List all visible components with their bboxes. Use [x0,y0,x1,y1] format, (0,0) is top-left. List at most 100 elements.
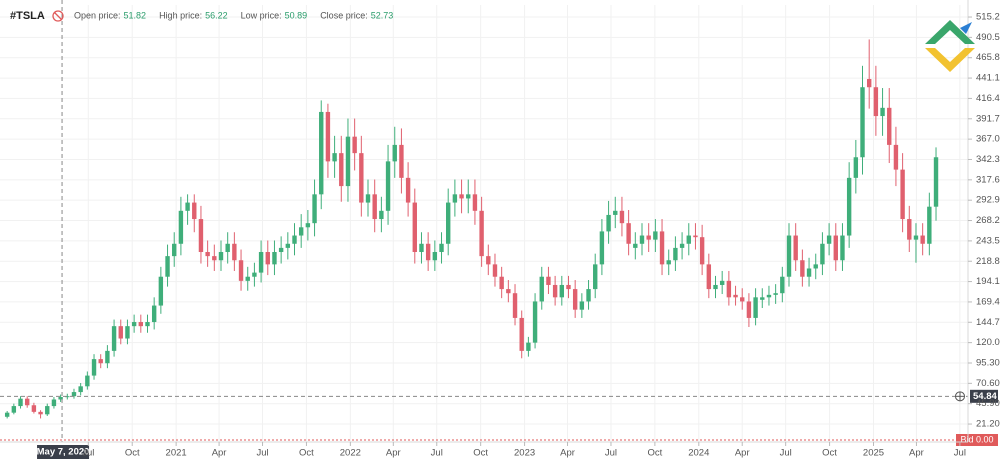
y-tick-label: 70.60 [976,378,1000,389]
candle-body [98,359,103,364]
candle-body [806,268,812,277]
candle-body [506,289,511,294]
bid-label-box [956,434,998,446]
candle-body [666,260,671,265]
candle-body [907,219,912,240]
candle-body [278,247,284,253]
candle-body [653,231,658,240]
legend-label: High price: [159,10,202,20]
candle-body [659,231,665,265]
candle-body [579,301,585,310]
candle-body [298,227,304,236]
candle-body [566,284,571,290]
candle-body [673,247,678,261]
candle-body [232,243,237,261]
candle-body [793,235,798,261]
candle-body [826,235,832,244]
candle-body [178,210,184,244]
candle-body [880,107,885,117]
ohlc-legend: Open price: 51.82 High price: 56.22 Low pric… [74,10,393,20]
candle-body [345,136,351,187]
candle-body [546,276,551,285]
candle-body [873,87,879,117]
candle-body [412,202,417,253]
candle-body [212,256,217,261]
candle-body [766,294,772,298]
y-tick-label: 95.30 [976,358,1000,369]
y-tick-label: 515.20 [976,12,1000,23]
candle-body [552,284,558,298]
candle-body [519,317,524,351]
no-signal-icon [52,10,64,22]
y-tick-label: 490.50 [976,32,1000,43]
x-tick-label: 2023 [514,448,535,459]
candle-body [599,231,605,265]
x-tick-label: 2022 [340,448,361,459]
x-tick-label: Oct [299,448,314,459]
candle-body [726,280,732,298]
candle-body [332,153,337,162]
candle-body [699,237,705,265]
candle-body [800,260,805,277]
candle-body [425,243,431,261]
candle-body [225,243,230,253]
candle-body [339,153,344,187]
y-tick-label: 441.10 [976,73,1000,84]
candle-body [151,305,157,323]
candle-body [172,243,177,257]
legend-label: Low price: [241,10,282,20]
candle-body [372,194,377,220]
candle-body [820,243,825,265]
candle-body [633,243,638,248]
candle-body [472,194,478,211]
y-tick-label: 317.60 [976,174,1000,185]
candle-body [312,194,317,224]
y-tick-label: 367.00 [976,134,1000,145]
candle-body [512,293,518,318]
symbol: #TSLA [10,10,45,22]
candle-body [51,399,57,407]
y-tick-label: 465.80 [976,52,1000,63]
candle-body [319,111,324,195]
candle-body [78,386,83,393]
legend-label: Open price: [74,10,121,20]
candle-body [900,169,905,220]
y-tick-label: 194.10 [976,276,1000,287]
candle-body [218,252,224,261]
x-tick-label: Oct [473,448,488,459]
candle-body [292,235,297,244]
x-tick-label: Jul [605,448,617,459]
candle-body [753,297,758,318]
y-tick-label: 342.30 [976,154,1000,165]
x-tick-label: Apr [560,448,575,459]
candle-body [258,252,264,273]
candle-body [352,136,357,154]
candle-body [359,153,364,203]
y-tick-label: 120.00 [976,337,1000,348]
price-label: 54.84 [973,391,997,402]
candle-body [780,276,785,294]
candle-body [593,264,598,290]
x-tick-label: 2024 [688,448,709,459]
candle-body [933,157,939,207]
logo [925,20,975,72]
x-tick-label: 2021 [166,448,187,459]
legend-value: 51.82 [124,10,147,20]
y-tick-label: 243.50 [976,235,1000,246]
candle-body [305,223,311,228]
x-tick-label: Apr [212,448,227,459]
candle-body [379,210,384,220]
x-tick-label: Oct [822,448,837,459]
candle-body [325,111,331,162]
candle-body [432,252,438,261]
legend-value: 50.89 [285,10,308,20]
candle-body [185,202,190,211]
x-tick-label: Apr [909,448,924,459]
candle-body [693,235,698,238]
candle-body [252,272,257,277]
candle-body [887,107,892,145]
candle-body [913,235,919,240]
candle-body [265,252,270,265]
